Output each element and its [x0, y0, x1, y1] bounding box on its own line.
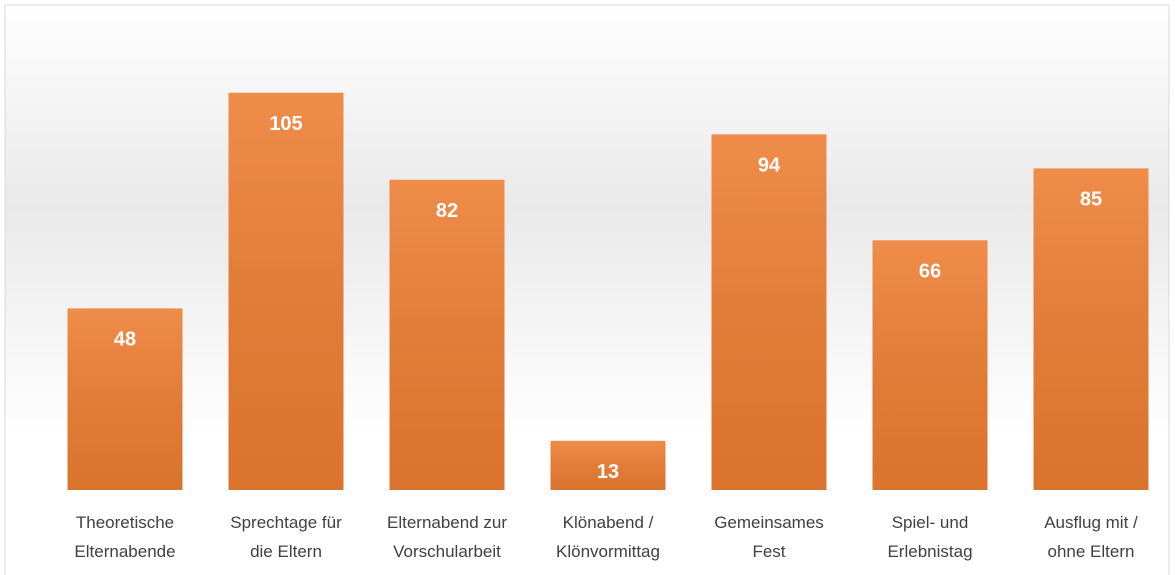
bar-shade	[872, 240, 988, 490]
bar-shade	[228, 92, 344, 490]
value-label: 13	[597, 461, 619, 483]
x-tick-label: Spiel- und Erlebnistag	[887, 513, 973, 561]
value-label: 94	[758, 155, 781, 177]
x-tick-label: Theoretische Elternabende	[74, 513, 176, 561]
x-tick-label: Sprechtage für die Eltern	[230, 513, 342, 561]
value-label: 48	[114, 329, 136, 351]
x-tick-label: Klönabend / Klönvormittag	[556, 513, 660, 561]
x-tick-label: Elternabend zur Vorschularbeit	[386, 513, 508, 561]
x-tick-label: Ausflug mit / ohne Eltern	[1044, 513, 1138, 561]
bar-shade	[550, 440, 666, 490]
x-tick-label: Gemeinsames Fest	[714, 513, 824, 561]
bar-shade	[711, 134, 827, 490]
bar-shade	[389, 179, 505, 490]
value-label: 85	[1080, 189, 1102, 211]
value-label: 66	[919, 261, 941, 283]
value-label: 105	[269, 113, 302, 135]
bar-shade	[67, 308, 183, 490]
bar-shade	[1033, 168, 1149, 490]
value-label: 82	[436, 200, 458, 222]
